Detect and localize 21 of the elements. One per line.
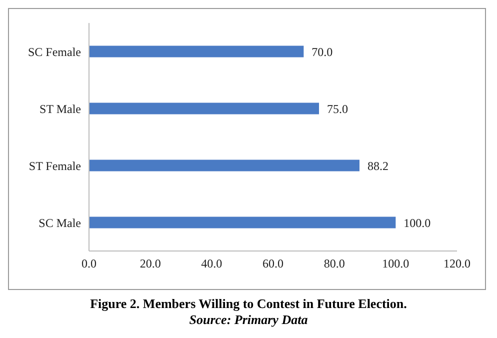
y-tick-label: SC Male <box>38 216 81 230</box>
data-label: 88.2 <box>367 158 388 173</box>
bar <box>89 160 360 172</box>
x-tick-label: 100.0 <box>382 256 410 271</box>
data-label: 75.0 <box>327 102 348 116</box>
data-label: 70.0 <box>312 44 333 59</box>
y-tick-label: SC Female <box>28 44 81 59</box>
x-tick-label: 120.0 <box>444 256 470 271</box>
x-tick-label: 60.0 <box>262 256 284 271</box>
x-tick-label: 80.0 <box>324 256 345 271</box>
bar <box>89 216 396 228</box>
bar <box>89 46 304 58</box>
source-note: Source: Primary Data <box>188 312 309 328</box>
bar <box>89 102 319 114</box>
y-tick-label: ST Male <box>40 102 81 116</box>
data-label: 100.0 <box>404 216 431 230</box>
text: Figure 2. Members Willing to Contest in Future Election. <box>89 296 408 312</box>
x-tick-label: 20.0 <box>140 256 161 271</box>
x-tick-label: 0.0 <box>82 256 96 271</box>
x-tick-label: 40.0 <box>201 256 222 271</box>
y-tick-label: ST Female <box>28 158 81 173</box>
